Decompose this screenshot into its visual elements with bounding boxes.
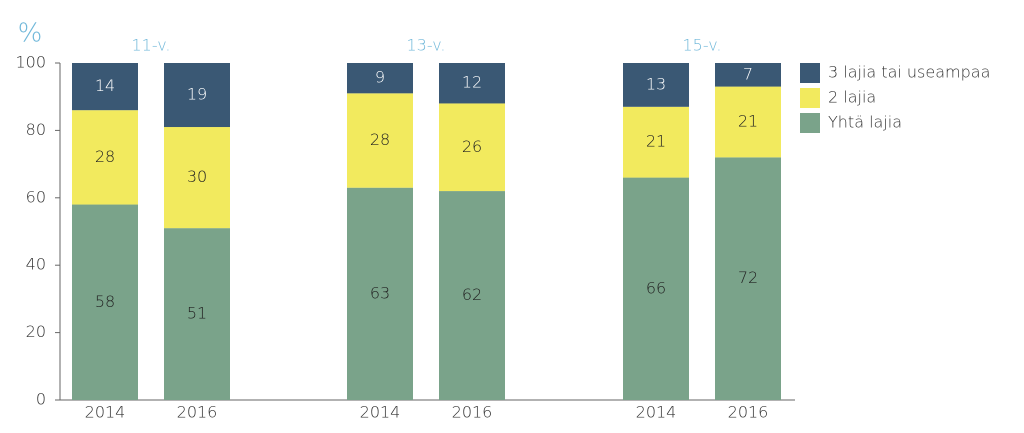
data-label: 21 <box>646 132 666 151</box>
x-tick-label: 2016 <box>452 403 493 422</box>
data-label: 62 <box>462 285 482 304</box>
bar-segment <box>347 93 413 188</box>
y-tick-label: 100 <box>15 53 46 72</box>
x-tick-label: 2014 <box>636 403 677 422</box>
data-label: 72 <box>738 268 758 287</box>
bar-segment <box>715 157 781 400</box>
bar-segment <box>439 63 505 104</box>
bar-segment <box>347 63 413 94</box>
bar-segment <box>439 191 505 400</box>
x-tick-label: 2014 <box>85 403 126 422</box>
group-label: 13-v. <box>406 36 445 55</box>
data-label: 28 <box>95 147 115 166</box>
data-label: 30 <box>187 167 207 186</box>
data-label: 28 <box>370 130 390 149</box>
y-tick-label: 80 <box>26 120 46 139</box>
bar-segment <box>72 63 138 111</box>
bar-segment <box>715 63 781 87</box>
bar-segment <box>439 103 505 192</box>
bar-segment <box>347 187 413 400</box>
bar-segment <box>164 63 230 128</box>
legend-swatch <box>800 113 820 133</box>
data-label: 66 <box>646 278 666 297</box>
data-label: 19 <box>187 85 207 104</box>
y-tick-label: 0 <box>36 390 46 409</box>
data-label: 12 <box>462 73 482 92</box>
bar-segment <box>164 228 230 400</box>
legend-label: 3 lajia tai useampaa <box>828 63 990 82</box>
bar-segment <box>623 106 689 178</box>
y-tick-label: 20 <box>26 322 46 341</box>
data-label: 7 <box>743 64 753 83</box>
bar-segment <box>623 63 689 107</box>
data-label: 14 <box>95 76 115 95</box>
group-label: 11-v. <box>131 36 170 55</box>
data-label: 26 <box>462 137 482 156</box>
legend-label: 2 lajia <box>828 88 876 107</box>
bar-segment <box>72 110 138 205</box>
legend-swatch <box>800 63 820 83</box>
data-label: 9 <box>375 68 385 87</box>
x-tick-label: 2014 <box>360 403 401 422</box>
bar-segment <box>72 204 138 400</box>
legend-swatch <box>800 88 820 108</box>
data-label: 51 <box>187 304 207 323</box>
data-label: 63 <box>370 283 390 302</box>
y-tick-label: 60 <box>26 187 46 206</box>
data-label: 21 <box>738 111 758 130</box>
bar-segment <box>715 86 781 158</box>
x-tick-label: 2016 <box>728 403 769 422</box>
group-label: 15-v. <box>682 36 721 55</box>
y-tick-label: 40 <box>26 255 46 274</box>
y-axis-label: % <box>18 19 43 49</box>
bar-segment <box>164 127 230 229</box>
legend-label: Yhtä lajia <box>828 113 902 132</box>
data-label: 58 <box>95 292 115 311</box>
data-label: 13 <box>646 74 666 93</box>
x-tick-label: 2016 <box>177 403 218 422</box>
bar-segment <box>623 177 689 400</box>
